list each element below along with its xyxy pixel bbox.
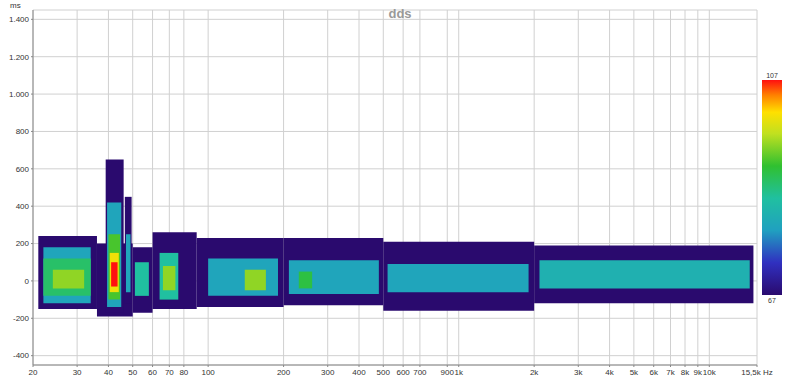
svg-text:15,5k Hz: 15,5k Hz: [741, 368, 773, 377]
svg-text:4k: 4k: [605, 368, 614, 377]
svg-text:700: 700: [413, 368, 427, 377]
svg-text:67: 67: [768, 297, 776, 304]
svg-text:2k: 2k: [530, 368, 539, 377]
svg-text:3k: 3k: [574, 368, 583, 377]
html-text:dds: dds: [388, 6, 412, 21]
svg-text:400: 400: [16, 202, 30, 211]
svg-text:900: 900: [441, 368, 455, 377]
svg-text:-400: -400: [13, 351, 30, 360]
svg-text:7k: 7k: [666, 368, 675, 377]
svg-text:20: 20: [29, 368, 38, 377]
svg-text:5k: 5k: [630, 368, 639, 377]
svg-text:6k: 6k: [649, 368, 658, 377]
svg-text:50: 50: [128, 368, 137, 377]
html-text:ms: ms: [10, 1, 21, 10]
svg-text:107: 107: [766, 72, 778, 79]
svg-text:200: 200: [16, 239, 30, 248]
svg-text:600: 600: [16, 165, 30, 174]
svg-text:300: 300: [321, 368, 335, 377]
svg-text:8k: 8k: [681, 368, 690, 377]
svg-text:30: 30: [73, 368, 82, 377]
svg-text:400: 400: [352, 368, 366, 377]
svg-text:70: 70: [165, 368, 174, 377]
svg-text:1.000: 1.000: [9, 90, 30, 99]
svg-text:-200: -200: [13, 314, 30, 323]
svg-text:1.400: 1.400: [9, 15, 30, 24]
svg-text:1.200: 1.200: [9, 53, 30, 62]
svg-text:100: 100: [201, 368, 215, 377]
svg-text:9k: 9k: [694, 368, 703, 377]
svg-text:800: 800: [16, 127, 30, 136]
svg-text:10k: 10k: [703, 368, 717, 377]
svg-text:40: 40: [104, 368, 113, 377]
svg-text:0: 0: [25, 277, 30, 286]
svg-text:80: 80: [179, 368, 188, 377]
svg-text:200: 200: [277, 368, 291, 377]
svg-text:1k: 1k: [455, 368, 464, 377]
svg-text:500: 500: [377, 368, 391, 377]
svg-text:60: 60: [148, 368, 157, 377]
svg-text:600: 600: [396, 368, 410, 377]
